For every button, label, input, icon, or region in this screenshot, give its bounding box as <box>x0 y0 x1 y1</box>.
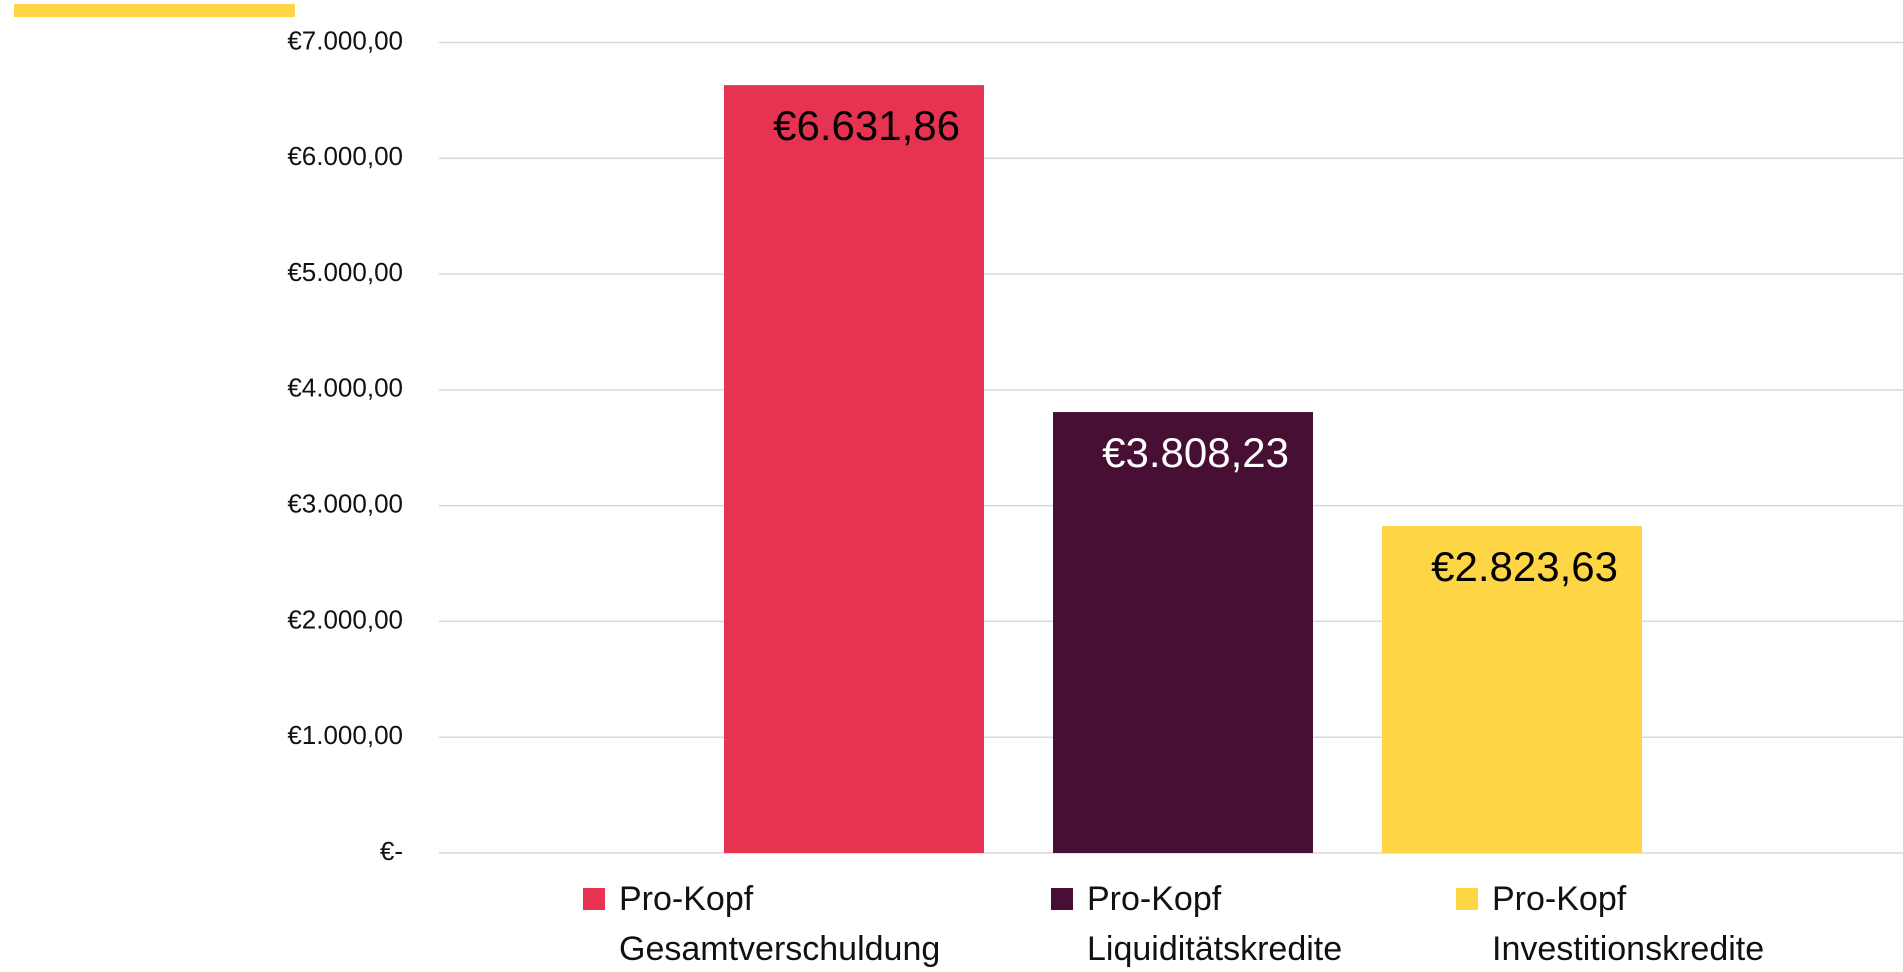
y-tick-label: €4.000,00 <box>287 373 403 403</box>
bar <box>1053 412 1313 853</box>
y-tick-label: €- <box>380 836 403 866</box>
data-label: €6.631,86 <box>773 102 960 149</box>
legend-label: Pro-Kopf Liquiditätskredite <box>1087 880 1343 968</box>
bar <box>1382 526 1642 853</box>
legend-swatch <box>583 888 605 910</box>
bar <box>724 85 984 853</box>
legend-item: Pro-Kopf Gesamtverschuldung <box>583 874 941 972</box>
legend-item: Pro-Kopf Investitionskredite <box>1456 874 1812 972</box>
legend-label: Pro-Kopf Gesamtverschuldung <box>619 880 941 968</box>
legend-swatch <box>1456 888 1478 910</box>
decor-bar <box>14 4 295 17</box>
y-tick-label: €7.000,00 <box>287 25 403 55</box>
legend-item: Pro-Kopf Liquiditätskredite <box>1051 874 1407 972</box>
data-label: €2.823,63 <box>1431 543 1618 590</box>
legend-swatch <box>1051 888 1073 910</box>
data-label: €3.808,23 <box>1102 429 1289 476</box>
y-tick-label: €6.000,00 <box>287 141 403 171</box>
legend-label: Pro-Kopf Investitionskredite <box>1492 880 1765 968</box>
y-tick-label: €2.000,00 <box>287 604 403 634</box>
y-tick-label: €3.000,00 <box>287 489 403 519</box>
y-tick-label: €1.000,00 <box>287 720 403 750</box>
y-tick-label: €5.000,00 <box>287 257 403 287</box>
